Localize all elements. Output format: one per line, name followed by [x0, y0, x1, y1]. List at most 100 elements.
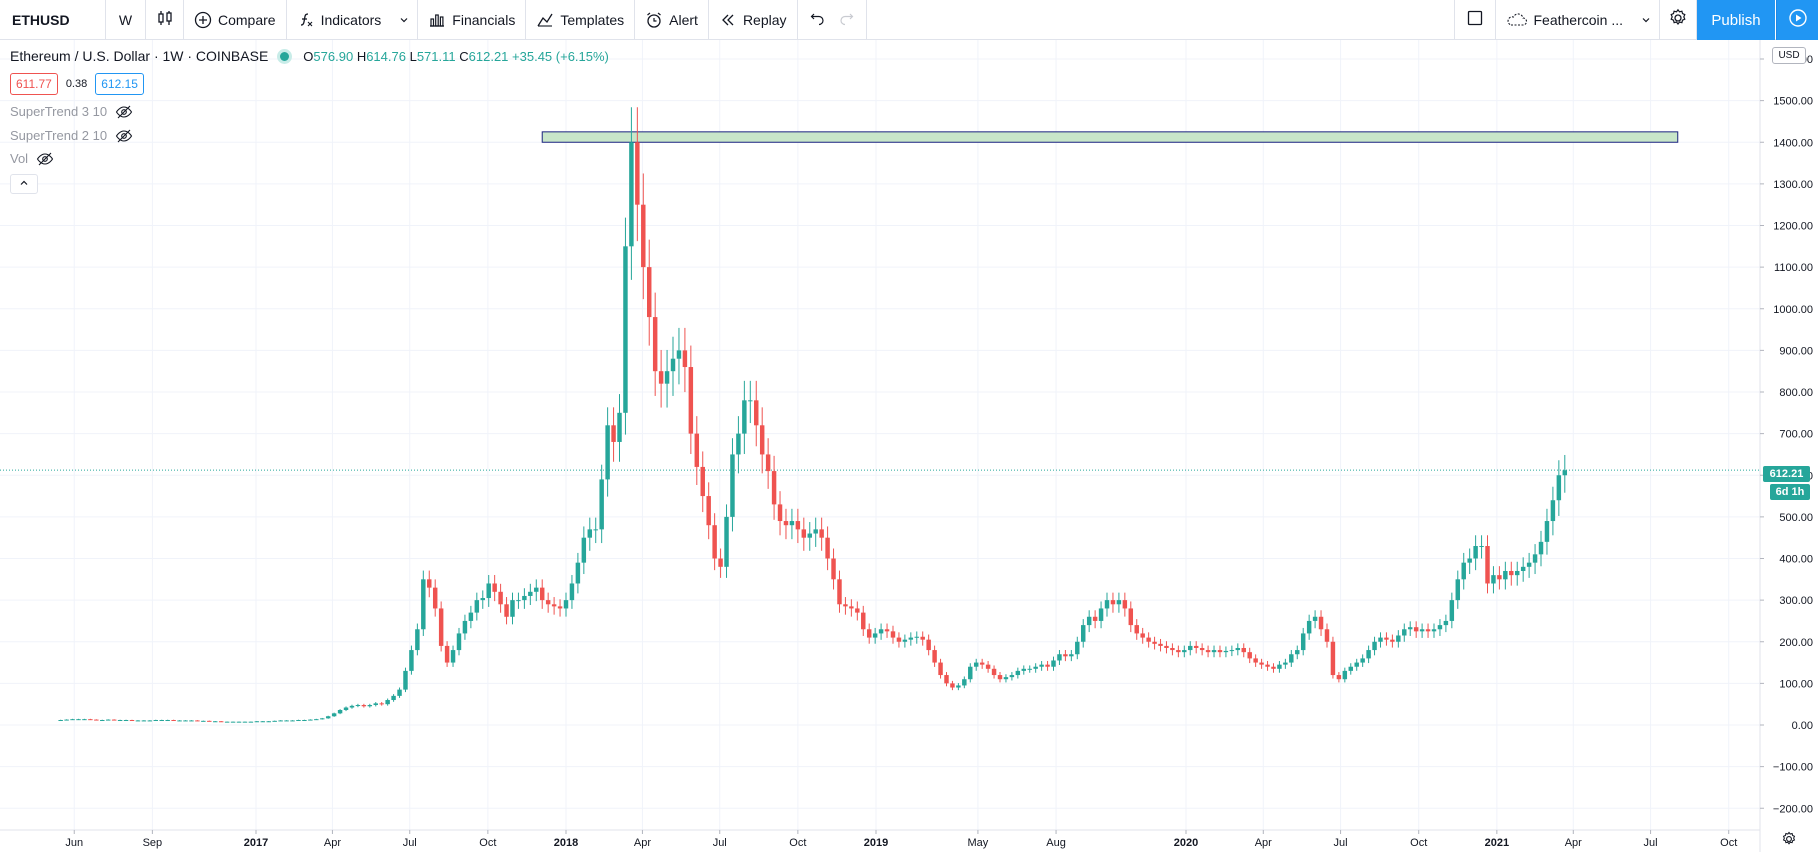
- candle[interactable]: [813, 517, 818, 547]
- candle[interactable]: [308, 719, 313, 721]
- candle[interactable]: [1324, 623, 1330, 648]
- candle[interactable]: [385, 698, 390, 706]
- candle[interactable]: [1467, 548, 1472, 575]
- candle[interactable]: [1390, 634, 1395, 648]
- candle[interactable]: [213, 721, 218, 723]
- candle[interactable]: [284, 720, 289, 722]
- candle[interactable]: [623, 217, 628, 435]
- candle[interactable]: [296, 719, 301, 722]
- candle[interactable]: [444, 641, 450, 667]
- candle[interactable]: [117, 719, 123, 722]
- candle[interactable]: [617, 394, 622, 462]
- candle[interactable]: [635, 107, 640, 242]
- buy-button[interactable]: 612.15: [95, 73, 144, 95]
- candle[interactable]: [1027, 665, 1032, 673]
- candle[interactable]: [1372, 636, 1377, 656]
- candle[interactable]: [64, 719, 69, 721]
- candle[interactable]: [902, 634, 908, 648]
- candle[interactable]: [884, 623, 890, 638]
- candle[interactable]: [1318, 610, 1324, 636]
- candle[interactable]: [456, 627, 462, 656]
- candle[interactable]: [1265, 661, 1270, 671]
- candle[interactable]: [450, 645, 456, 667]
- candle[interactable]: [1223, 646, 1229, 658]
- candle[interactable]: [777, 491, 783, 536]
- candle[interactable]: [105, 719, 111, 721]
- candle[interactable]: [1247, 647, 1252, 664]
- candle[interactable]: [979, 658, 985, 669]
- undo-button[interactable]: [798, 0, 832, 40]
- candle[interactable]: [123, 719, 129, 722]
- candle[interactable]: [165, 719, 170, 722]
- candle[interactable]: [1295, 645, 1300, 660]
- layout-name-button[interactable]: Feathercoin ...: [1496, 0, 1634, 40]
- candle[interactable]: [968, 663, 973, 683]
- candle[interactable]: [1538, 530, 1544, 567]
- price-chart[interactable]: −200.00 −100.00 0.00 100.00 200.00 300.00 400.…: [0, 40, 1818, 852]
- candle[interactable]: [504, 597, 509, 625]
- candle[interactable]: [1497, 566, 1502, 590]
- candle[interactable]: [1348, 663, 1353, 675]
- candle[interactable]: [1211, 645, 1217, 658]
- candle[interactable]: [819, 517, 824, 551]
- candle[interactable]: [76, 718, 81, 721]
- candle[interactable]: [153, 719, 159, 722]
- candle[interactable]: [855, 601, 860, 621]
- candle[interactable]: [1033, 663, 1038, 673]
- candle[interactable]: [1158, 638, 1163, 652]
- candle[interactable]: [652, 292, 658, 396]
- candle[interactable]: [403, 667, 408, 693]
- alert-button[interactable]: Alert: [635, 0, 709, 40]
- financials-button[interactable]: Financials: [418, 0, 527, 40]
- candle[interactable]: [492, 574, 497, 602]
- candle[interactable]: [1075, 636, 1080, 660]
- candle[interactable]: [254, 721, 260, 723]
- candle[interactable]: [510, 592, 515, 625]
- candle[interactable]: [1271, 663, 1276, 673]
- candle[interactable]: [516, 592, 521, 609]
- currency-label[interactable]: USD: [1772, 47, 1806, 64]
- candle[interactable]: [177, 720, 182, 722]
- candle[interactable]: [1556, 460, 1562, 516]
- candle[interactable]: [1407, 621, 1413, 636]
- candle[interactable]: [201, 720, 206, 722]
- candle[interactable]: [1473, 535, 1478, 571]
- candle[interactable]: [1170, 643, 1175, 656]
- candle[interactable]: [1526, 552, 1532, 578]
- candle[interactable]: [1360, 654, 1365, 667]
- candle[interactable]: [1443, 614, 1449, 633]
- candle[interactable]: [432, 579, 438, 617]
- candle[interactable]: [1396, 630, 1401, 648]
- symbol-title[interactable]: Ethereum / U.S. Dollar · 1W · COINBASE: [10, 48, 269, 64]
- candle[interactable]: [272, 720, 277, 722]
- candle[interactable]: [539, 579, 545, 609]
- candle[interactable]: [522, 588, 527, 609]
- candle[interactable]: [486, 574, 491, 607]
- candle[interactable]: [70, 718, 75, 721]
- chart-settings-button[interactable]: [1778, 830, 1800, 852]
- candle[interactable]: [676, 327, 682, 385]
- candle[interactable]: [694, 416, 700, 485]
- candle[interactable]: [1003, 674, 1009, 683]
- candle[interactable]: [682, 327, 688, 393]
- candle[interactable]: [88, 718, 93, 721]
- candle[interactable]: [1509, 561, 1514, 586]
- candle[interactable]: [1413, 621, 1419, 638]
- candle[interactable]: [1009, 672, 1015, 681]
- candle[interactable]: [587, 517, 593, 551]
- candle[interactable]: [712, 513, 717, 571]
- eye-crossed-icon[interactable]: [115, 105, 133, 119]
- candle[interactable]: [670, 336, 676, 396]
- candle[interactable]: [1235, 643, 1241, 656]
- candle[interactable]: [468, 605, 474, 629]
- candle[interactable]: [320, 717, 325, 720]
- candle[interactable]: [1479, 535, 1484, 559]
- candle[interactable]: [349, 704, 355, 709]
- candle[interactable]: [754, 380, 759, 447]
- candle[interactable]: [195, 720, 200, 722]
- candle[interactable]: [379, 702, 384, 706]
- candle[interactable]: [920, 631, 925, 646]
- candle[interactable]: [1306, 614, 1312, 640]
- candle[interactable]: [831, 548, 836, 590]
- candle[interactable]: [795, 508, 801, 544]
